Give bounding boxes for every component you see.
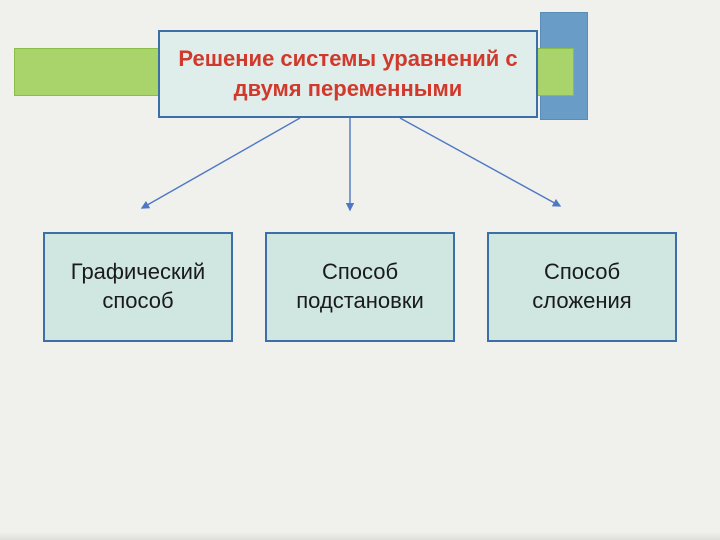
arrow-right xyxy=(400,118,560,206)
slide: Решение системы уравнений с двумя переме… xyxy=(0,0,720,540)
bottom-shadow xyxy=(0,532,720,540)
method-label: Способ сложения xyxy=(499,258,665,315)
method-label: Графический способ xyxy=(55,258,221,315)
arrows xyxy=(0,118,720,238)
method-label: Способ подстановки xyxy=(277,258,443,315)
arrow-left xyxy=(142,118,300,208)
methods-row: Графический способ Способ подстановки Сп… xyxy=(0,232,720,342)
title-text: Решение системы уравнений с двумя переме… xyxy=(172,44,524,103)
method-box-substitution: Способ подстановки xyxy=(265,232,455,342)
title-box: Решение системы уравнений с двумя переме… xyxy=(158,30,538,118)
method-box-addition: Способ сложения xyxy=(487,232,677,342)
method-box-graphical: Графический способ xyxy=(43,232,233,342)
